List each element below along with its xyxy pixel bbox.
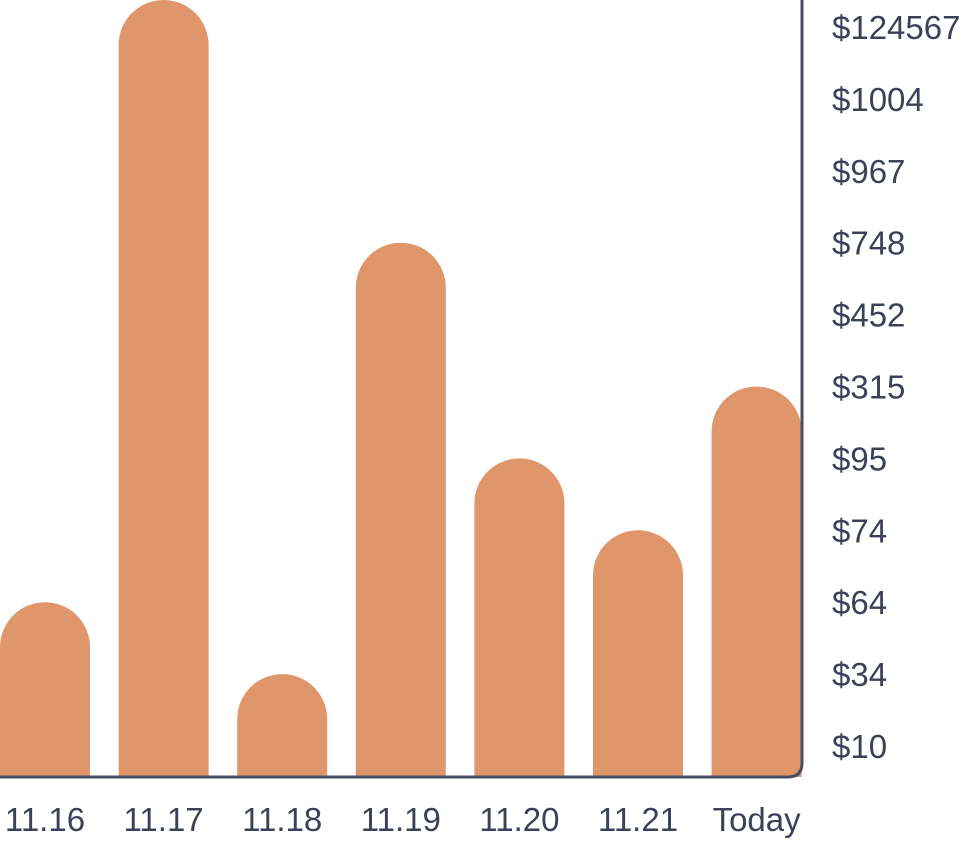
x-tick-label: 11.16 [5,801,85,838]
y-tick-label: $64 [832,584,887,621]
bar-11-20 [474,458,565,777]
y-tick-label: $74 [832,512,887,549]
bar-11-19 [355,242,446,777]
y-tick-label: $95 [832,440,887,477]
y-tick-label: $967 [832,153,905,190]
x-tick-label: Today [713,801,802,838]
y-tick-label: $34 [832,656,887,693]
bars-layer [0,0,802,777]
x-tick-label: 11.18 [242,801,322,838]
x-tick-label: 11.17 [124,801,204,838]
x-tick-labels: 11.16 11.17 11.18 11.19 11.20 11.21 Today [5,801,801,838]
bar-11-17 [118,0,209,777]
y-tick-label: $315 [832,369,905,406]
y-tick-label: $748 [832,225,905,262]
bar-11-18 [237,674,328,777]
bar-today [711,386,802,777]
y-tick-label: $1004 [832,81,924,118]
x-tick-label: 11.19 [361,801,441,838]
axis-layer [0,0,804,779]
y-tick-label: $452 [832,297,905,334]
bar-11-21 [593,530,683,777]
y-tick-label: $10 [832,728,887,765]
x-tick-label: 11.21 [598,801,678,838]
bar-11-16 [0,602,90,777]
y-tick-label: $124567 [832,9,960,46]
axis-line [0,0,804,779]
y-tick-labels: $124567 $1004 $967 $748 $452 $315 $95 $74 $64 $34… [832,9,960,765]
x-tick-label: 11.20 [479,801,559,838]
